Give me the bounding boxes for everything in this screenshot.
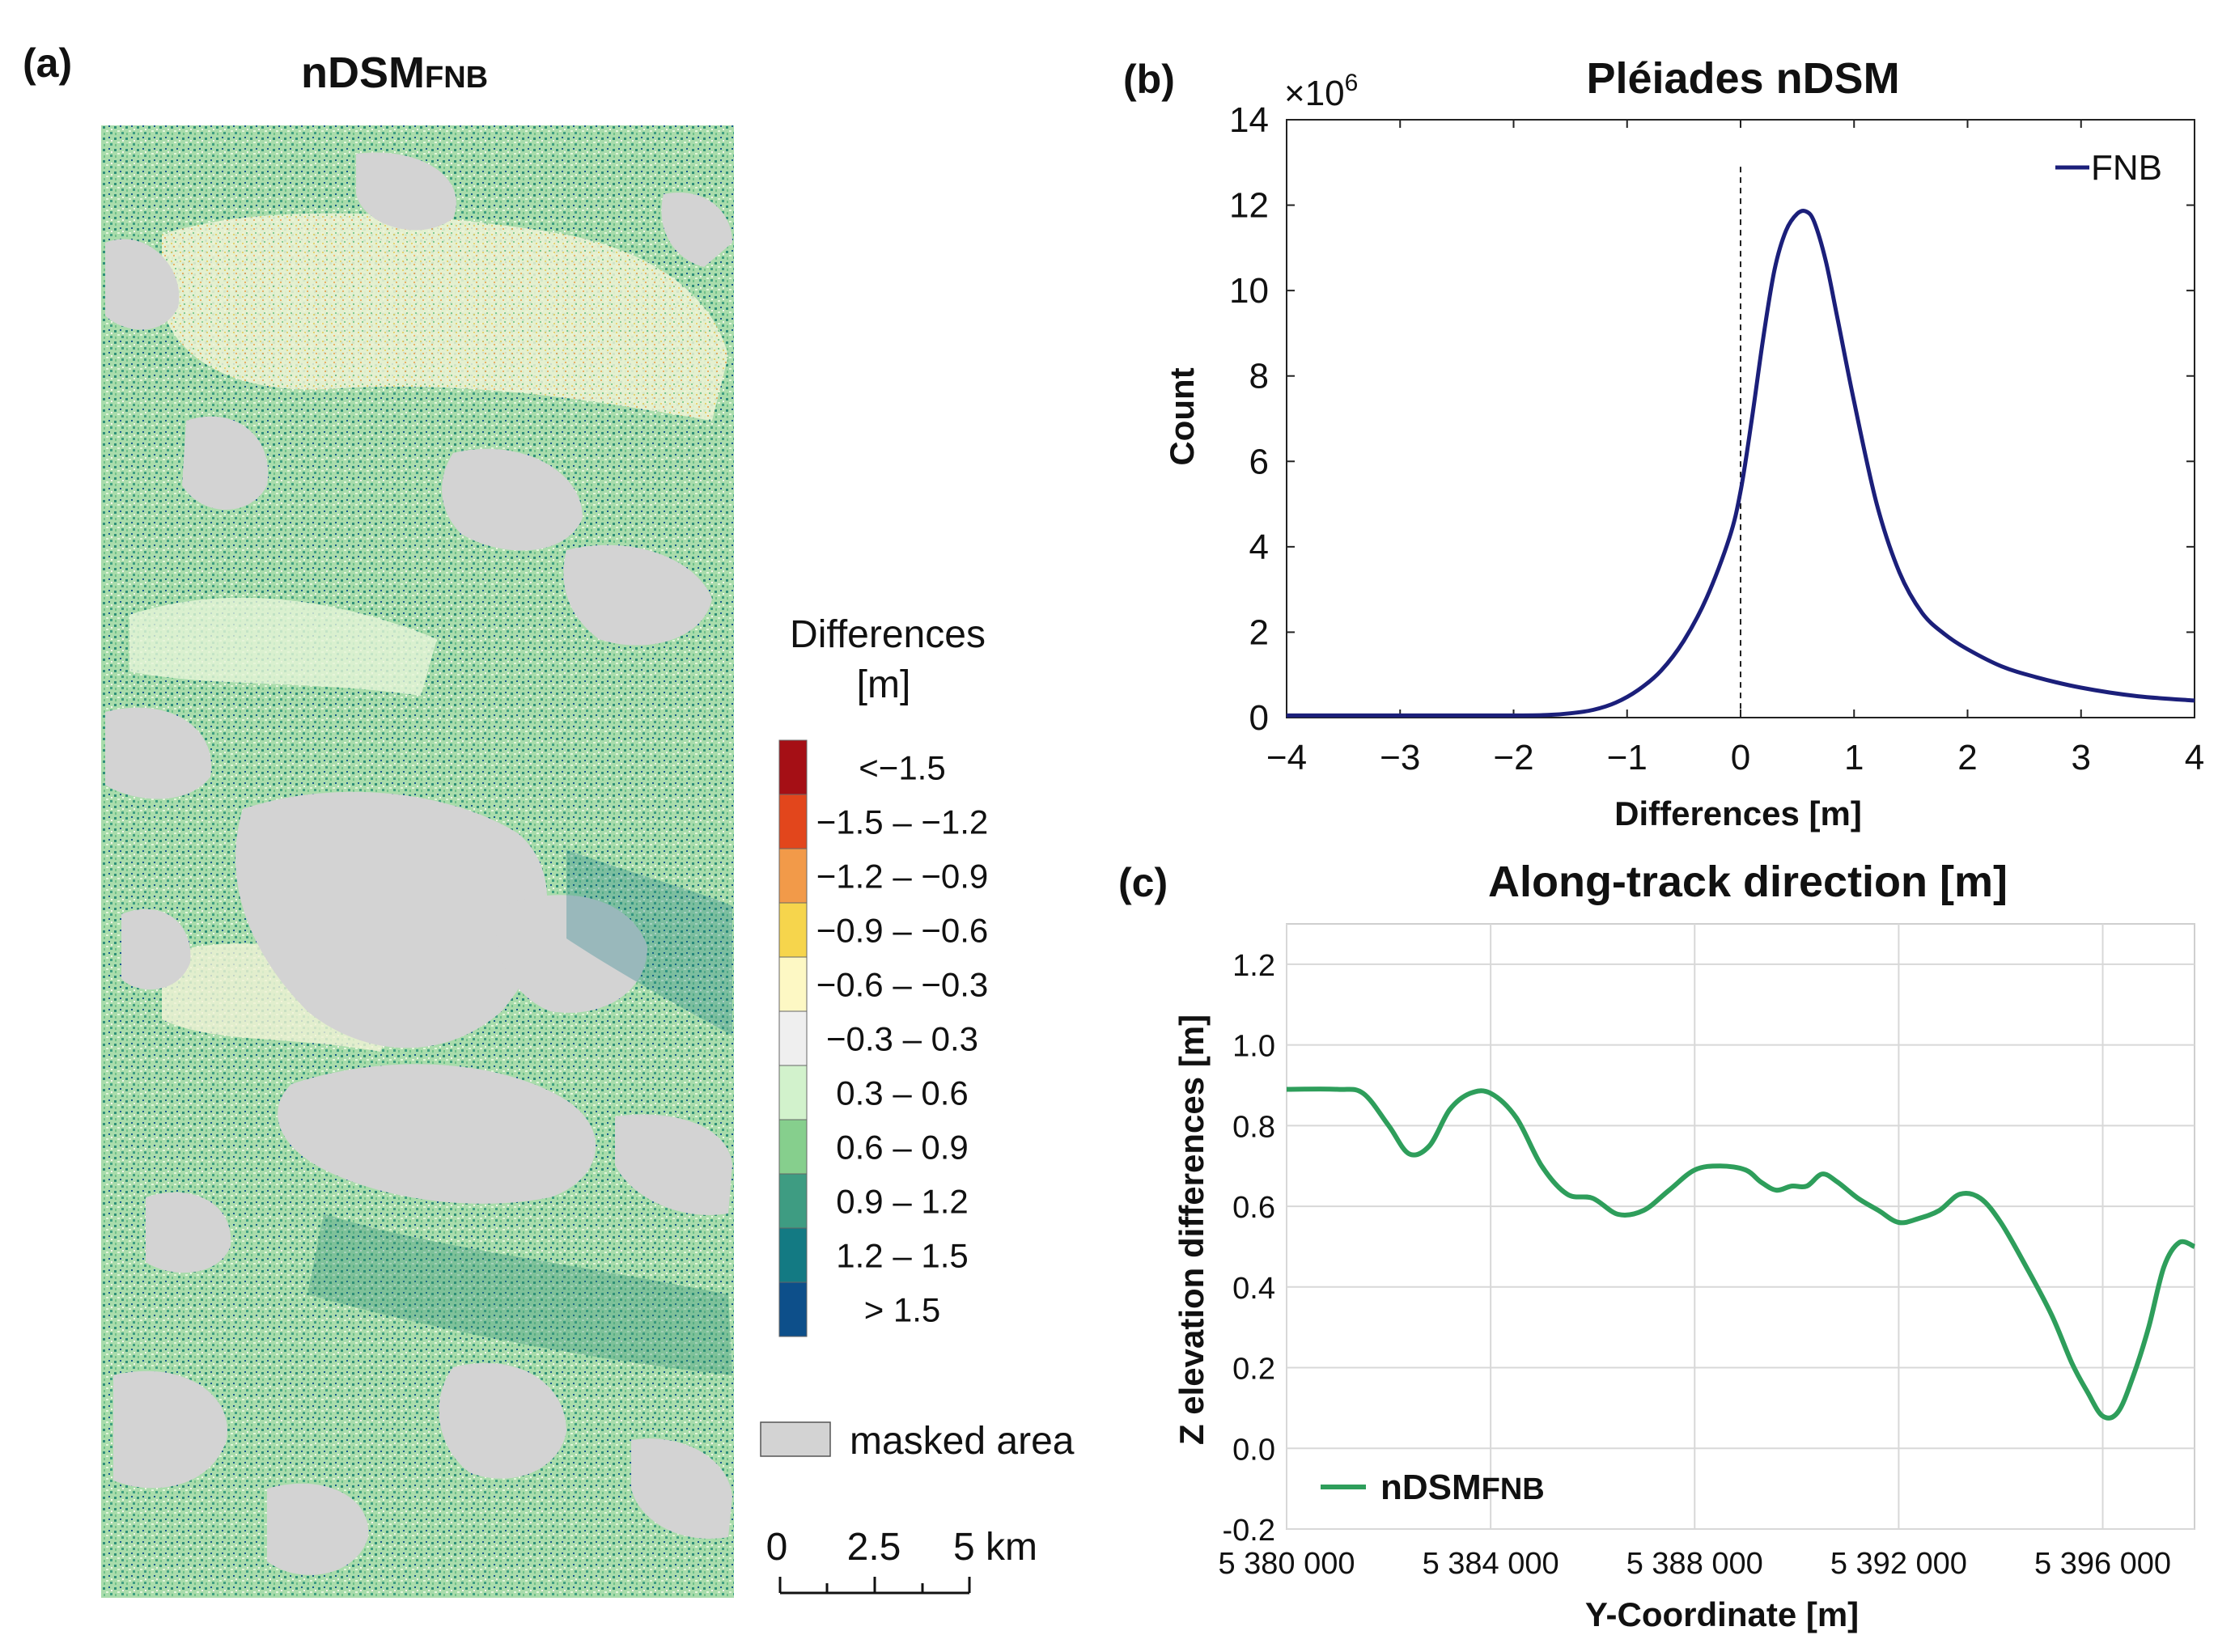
colorbar: <−1.5 −1.5 – −1.2 −1.2 – −0.9 −0.9 – −0.6 −0… bbox=[778, 739, 989, 1337]
chart-b-ytick-label: 0 bbox=[1249, 698, 1269, 738]
colorbar-label: 0.3 – 0.6 bbox=[836, 1074, 968, 1112]
chart-b-title: Pléiades nDSM bbox=[1586, 54, 1899, 103]
chart-b-xtick-label: 0 bbox=[1731, 738, 1750, 777]
colorbar-swatch bbox=[778, 848, 808, 904]
colorbar-swatch bbox=[778, 1010, 808, 1066]
colorbar-label: <−1.5 bbox=[859, 749, 945, 787]
chart-c-ytick-label: 0.0 bbox=[1232, 1433, 1275, 1467]
chart-b-series-line bbox=[1286, 209, 2195, 718]
map-image bbox=[101, 125, 734, 1598]
chart-b-xlabel: Differences [m] bbox=[1614, 794, 1862, 832]
colorbar-swatch bbox=[778, 739, 808, 795]
chart-b-xtick-label: −3 bbox=[1380, 738, 1420, 777]
chart-b-ytick-label: 8 bbox=[1249, 357, 1269, 396]
panel-a-label: (a) bbox=[23, 40, 72, 86]
colorbar-swatch bbox=[778, 902, 808, 958]
chart-c-ytick-label: 0.8 bbox=[1232, 1110, 1275, 1144]
chart-b-xtick-label: −2 bbox=[1493, 738, 1533, 777]
scale-label-0: 0 bbox=[766, 1526, 788, 1569]
chart-b-xtick-label: −1 bbox=[1607, 738, 1648, 777]
chart-c-xtick-label: 5 392 000 bbox=[1830, 1547, 1967, 1581]
colorbar-label: −0.6 – −0.3 bbox=[816, 966, 989, 1004]
chart-b-xtick-label: −4 bbox=[1266, 738, 1307, 777]
colorbar-swatch bbox=[778, 1065, 808, 1120]
chart-b-ytick-label: 14 bbox=[1229, 100, 1269, 140]
chart-b-ytick-label: 6 bbox=[1249, 442, 1269, 481]
chart-c-ytick-label: 0.6 bbox=[1232, 1191, 1275, 1225]
colorbar-swatch bbox=[778, 956, 808, 1012]
chart-c-ytick-label: 1.0 bbox=[1232, 1030, 1275, 1064]
chart-b-legend: FNB bbox=[2055, 148, 2162, 188]
colorbar-swatch bbox=[778, 1119, 808, 1175]
colorbar-label: −1.5 – −1.2 bbox=[816, 803, 989, 841]
colorbar-label: −0.9 – −0.6 bbox=[816, 912, 989, 950]
chart-c-xtick-label: 5 396 000 bbox=[2034, 1547, 2171, 1581]
colorbar-title-line2: [m] bbox=[857, 663, 911, 706]
colorbar-title-line1: Differences bbox=[790, 613, 986, 656]
chart-c-legend-label: nDSMFNB bbox=[1380, 1468, 1545, 1507]
scale-label-2: 5 km bbox=[953, 1526, 1037, 1569]
masked-area-swatch bbox=[760, 1421, 831, 1457]
chart-b-xtick-label: 1 bbox=[1844, 738, 1864, 777]
chart-c-ytick-label: 0.4 bbox=[1232, 1272, 1275, 1306]
masked-area-label: masked area bbox=[850, 1420, 1075, 1463]
chart-b-xtick-label: 4 bbox=[2185, 738, 2204, 777]
chart-b-legend-label: FNB bbox=[2091, 148, 2162, 188]
chart-c-ytick-label: -0.2 bbox=[1223, 1514, 1275, 1548]
chart-c-title: Along-track direction [m] bbox=[1488, 858, 2008, 906]
panel-b-label: (b) bbox=[1123, 57, 1175, 102]
chart-c: 5 380 000 5 384 000 5 388 000 5 392 000 5 39… bbox=[1218, 923, 2196, 1581]
colorbar-swatch bbox=[778, 1281, 808, 1337]
panel-a-title: nDSMFNB bbox=[301, 49, 488, 97]
chart-b-ytick-label: 10 bbox=[1229, 271, 1269, 311]
chart-c-plot-area bbox=[1286, 923, 2195, 1530]
colorbar-label: −1.2 – −0.9 bbox=[816, 858, 989, 896]
chart-c-ytick-label: 0.2 bbox=[1232, 1353, 1275, 1387]
scale-bar: 0 2.5 5 km bbox=[766, 1526, 1037, 1595]
colorbar-swatch bbox=[778, 1227, 808, 1283]
chart-c-ytick-label: 1.2 bbox=[1232, 949, 1275, 983]
colorbar-swatch bbox=[778, 794, 808, 849]
colorbar-label: 0.9 – 1.2 bbox=[836, 1183, 968, 1221]
colorbar-label: −0.3 – 0.3 bbox=[826, 1020, 978, 1058]
chart-c-xtick-label: 5 388 000 bbox=[1626, 1547, 1763, 1581]
chart-c-legend: nDSMFNB bbox=[1321, 1468, 1545, 1507]
chart-b-ytick-label: 12 bbox=[1229, 186, 1269, 226]
chart-c-xtick-label: 5 380 000 bbox=[1218, 1547, 1355, 1581]
chart-c-ylabel: Z elevation differences [m] bbox=[1173, 1014, 1211, 1445]
chart-b-ytick-label: 2 bbox=[1249, 612, 1269, 652]
chart-c-xtick-label: 5 384 000 bbox=[1423, 1547, 1559, 1581]
colorbar-swatch bbox=[778, 1173, 808, 1229]
chart-c-series-line bbox=[1286, 1087, 2196, 1421]
colorbar-label: > 1.5 bbox=[864, 1291, 941, 1329]
chart-b-xtick-label: 3 bbox=[2072, 738, 2091, 777]
chart-b-xtick-label: 2 bbox=[1957, 738, 1977, 777]
chart-b-multiplier: ×106 bbox=[1284, 70, 1358, 113]
panel-c-label: (c) bbox=[1118, 860, 1168, 905]
colorbar-label: 1.2 – 1.5 bbox=[836, 1237, 968, 1275]
scale-label-1: 2.5 bbox=[847, 1526, 901, 1569]
masked-regions bbox=[105, 152, 732, 1575]
colorbar-label: 0.6 – 0.9 bbox=[836, 1129, 968, 1167]
chart-b-ylabel: Count bbox=[1163, 367, 1201, 465]
chart-b-ytick-label: 4 bbox=[1249, 527, 1269, 567]
chart-c-xlabel: Y-Coordinate [m] bbox=[1585, 1595, 1859, 1633]
